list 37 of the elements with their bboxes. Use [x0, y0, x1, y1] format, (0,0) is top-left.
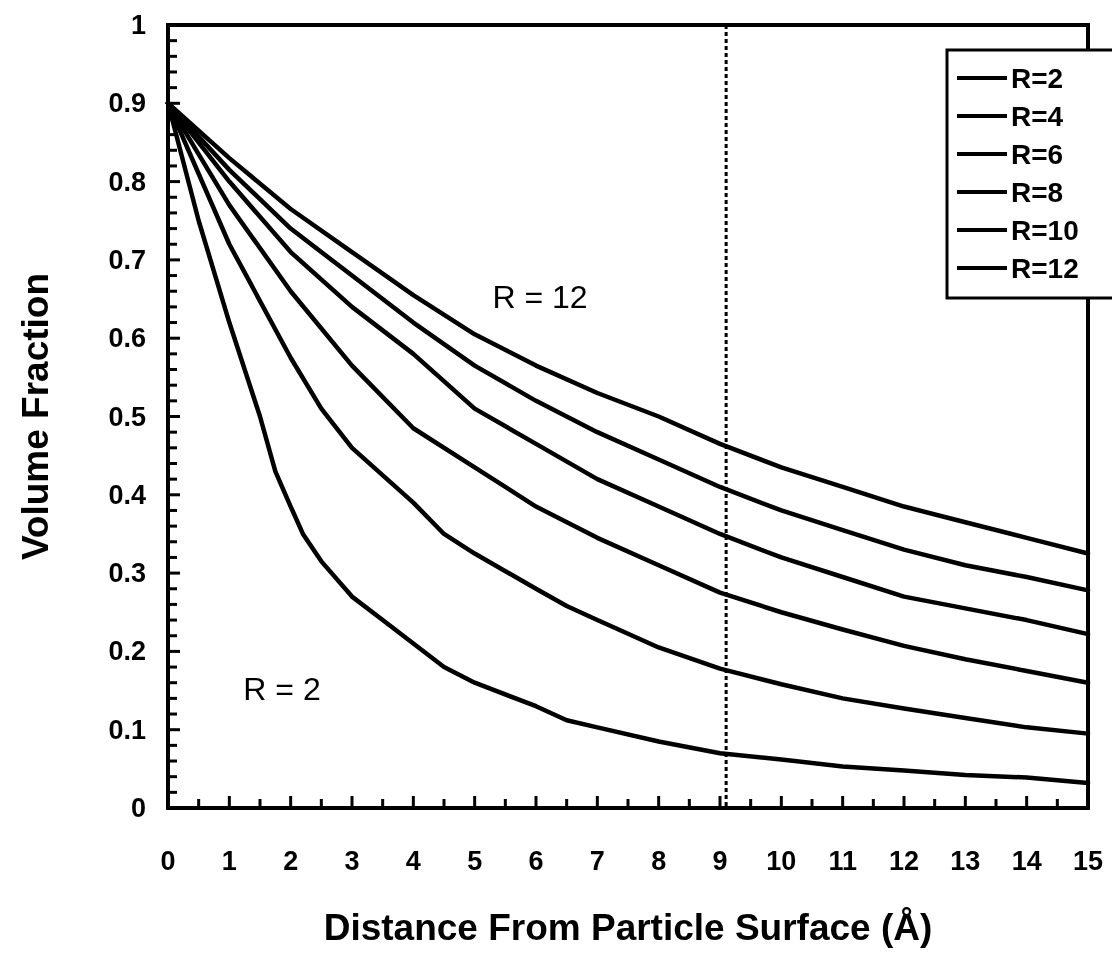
- y-tick-label: 0.9: [108, 88, 146, 119]
- x-tick-label: 1: [221, 846, 237, 876]
- x-tick-label: 2: [283, 846, 299, 876]
- annotation: R = 12: [492, 279, 588, 315]
- y-axis-title: Volume Fraction: [15, 272, 56, 561]
- y-tick-label: 0.1: [108, 714, 146, 745]
- y-tick-label: 0.6: [108, 323, 146, 354]
- legend-label: R=12: [1011, 253, 1079, 284]
- y-tick-label: 0.2: [108, 636, 146, 667]
- legend-label: R=2: [1011, 63, 1064, 94]
- x-axis-title: Distance From Particle Surface (Å): [323, 907, 933, 948]
- x-tick-label: 5: [467, 846, 483, 876]
- legend-label: R=6: [1011, 139, 1064, 170]
- x-tick-label: 10: [766, 846, 797, 876]
- x-tick-label: 6: [528, 846, 544, 876]
- x-tick-label: 0: [160, 846, 176, 876]
- legend-label: R=8: [1011, 177, 1064, 208]
- x-tick-label: 3: [344, 846, 360, 876]
- y-tick-label: 0.4: [108, 479, 146, 510]
- y-tick-label: 0.5: [108, 401, 146, 432]
- x-tick-label: 11: [828, 846, 857, 876]
- y-tick-label: 0.7: [108, 244, 146, 275]
- y-tick-label: 0.8: [108, 166, 146, 197]
- legend-label: R=4: [1011, 101, 1064, 132]
- x-tick-label: 9: [712, 846, 728, 876]
- x-tick-label: 12: [888, 846, 920, 876]
- x-tick-label: 13: [950, 846, 981, 876]
- x-tick-label: 14: [1011, 846, 1042, 876]
- x-tick-label: 15: [1072, 846, 1104, 876]
- y-tick-label: 0: [130, 793, 146, 823]
- annotation: R = 2: [243, 671, 321, 707]
- legend-label: R=10: [1011, 215, 1079, 246]
- y-tick-label: 0.3: [108, 558, 146, 589]
- x-tick-label: 8: [651, 846, 667, 876]
- y-tick-label: 1: [130, 10, 146, 40]
- x-tick-label: 4: [405, 846, 421, 876]
- x-tick-label: 7: [589, 846, 605, 876]
